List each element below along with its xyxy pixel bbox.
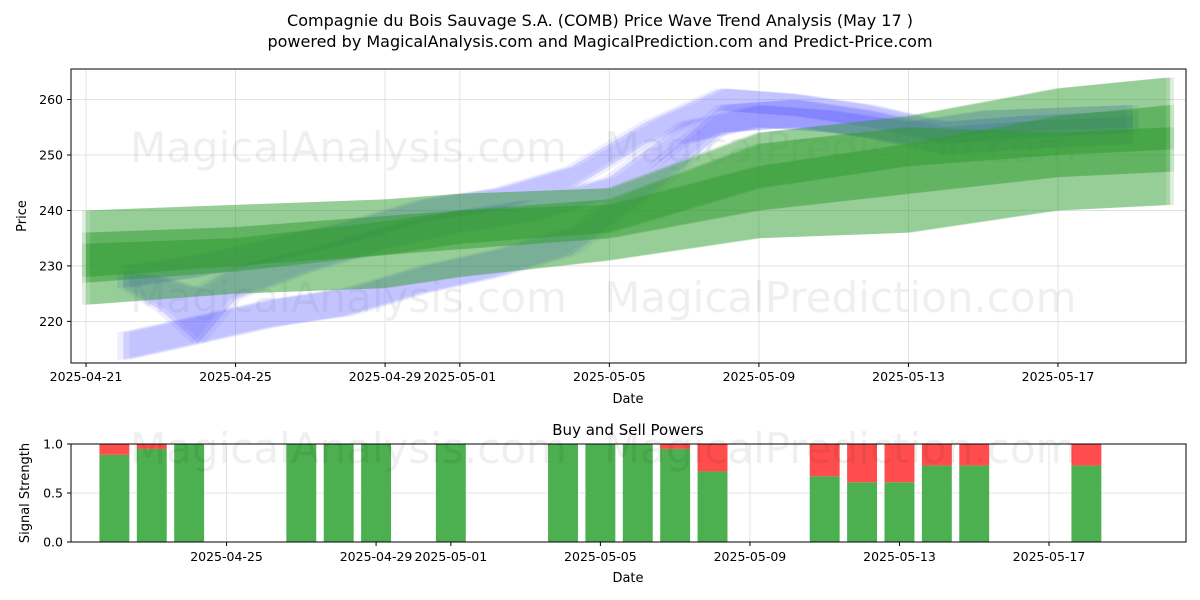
blue-wave-band bbox=[123, 99, 1133, 361]
green-wave-band bbox=[86, 77, 1171, 305]
price-x-ticks: 2025-04-21 2025-04-25 2025-04-29 2025-05-01… bbox=[50, 363, 1095, 384]
green-wave-band bbox=[86, 105, 1171, 278]
buy-bar bbox=[286, 444, 317, 542]
watermark-prediction-mid: MagicalPrediction.com bbox=[604, 273, 1077, 322]
chart-title-line1: Compagnie du Bois Sauvage S.A. (COMB) Pr… bbox=[287, 11, 913, 30]
price-y-tick-label: 250 bbox=[39, 147, 63, 162]
buy-sell-x-tick-label: 2025-05-17 bbox=[1013, 549, 1086, 564]
blue-wave-band bbox=[117, 105, 1127, 344]
sell-bar bbox=[136, 444, 167, 449]
buy-sell-y-tick-label: 0.5 bbox=[43, 486, 63, 501]
price-y-tick-label: 240 bbox=[39, 203, 63, 218]
watermark-prediction-bottom: MagicalPrediction.com bbox=[604, 424, 1077, 473]
buy-bar bbox=[136, 448, 167, 542]
watermark-analysis-mid: MagicalAnalysis.com bbox=[130, 273, 567, 322]
buy-bar bbox=[622, 444, 653, 542]
sell-bar bbox=[660, 444, 691, 449]
buy-bar bbox=[809, 476, 840, 542]
price-x-axis-label: Date bbox=[612, 392, 643, 407]
price-bands bbox=[82, 77, 1175, 361]
sell-bar bbox=[847, 444, 878, 483]
buy-sell-x-ticks: 2025-04-25 2025-04-29 2025-05-01 2025-05-05… bbox=[190, 542, 1085, 564]
buy-bar bbox=[1071, 465, 1102, 542]
price-y-tick-label: 230 bbox=[39, 258, 63, 273]
buy-bar bbox=[548, 444, 578, 542]
green-wave-band bbox=[82, 127, 1167, 283]
sell-bar bbox=[959, 444, 990, 466]
green-wave-band bbox=[90, 127, 1175, 283]
green-wave-band bbox=[90, 77, 1175, 305]
blue-wave-band bbox=[117, 99, 1127, 361]
buy-bar bbox=[660, 448, 691, 542]
buy-sell-x-axis-label: Date bbox=[612, 571, 643, 586]
sell-bar bbox=[99, 444, 130, 455]
green-wave-band bbox=[86, 127, 1171, 283]
buy-bar bbox=[697, 471, 728, 542]
buy-sell-y-tick-label: 0.0 bbox=[43, 535, 63, 550]
price-x-tick-label: 2025-04-21 bbox=[50, 369, 123, 384]
buy-bar bbox=[959, 465, 990, 542]
price-plot-frame bbox=[70, 68, 1187, 364]
buy-bar bbox=[921, 465, 952, 542]
price-watermarks: MagicalAnalysis.com MagicalPrediction.co… bbox=[130, 123, 1077, 322]
buy-sell-x-tick-label: 2025-05-09 bbox=[714, 549, 787, 564]
blue-wave-band bbox=[117, 88, 1127, 289]
buy-sell-x-tick-label: 2025-05-05 bbox=[564, 549, 637, 564]
price-plot-area bbox=[71, 69, 1186, 363]
buy-bar bbox=[435, 444, 466, 542]
buy-bar bbox=[884, 482, 915, 542]
buy-sell-y-ticks: 0.0 0.5 1.0 bbox=[43, 437, 71, 550]
price-gridlines bbox=[71, 69, 1186, 363]
blue-wave-band bbox=[123, 88, 1133, 289]
price-x-tick-label: 2025-05-17 bbox=[1022, 369, 1095, 384]
blue-wave-band bbox=[123, 105, 1133, 344]
buy-sell-x-tick-label: 2025-04-29 bbox=[340, 549, 413, 564]
price-y-ticks: 220 230 240 250 260 bbox=[39, 92, 71, 329]
buy-sell-y-axis-label: Signal Strength bbox=[18, 443, 33, 543]
buy-sell-y-tick-label: 1.0 bbox=[43, 437, 63, 452]
buy-sell-chart: Buy and Sell Powers MagicalAnalysis.com … bbox=[18, 421, 1187, 586]
watermark-analysis-top: MagicalAnalysis.com bbox=[130, 123, 567, 172]
green-wave-band bbox=[82, 105, 1167, 278]
sell-bar bbox=[697, 444, 728, 472]
buy-sell-x-tick-label: 2025-05-01 bbox=[415, 549, 488, 564]
buy-bar bbox=[99, 454, 130, 542]
price-y-axis-label: Price bbox=[15, 200, 30, 232]
blue-wave-band bbox=[129, 99, 1139, 361]
buy-sell-title: Buy and Sell Powers bbox=[552, 421, 704, 439]
buy-bar bbox=[847, 482, 878, 542]
buy-bar bbox=[361, 444, 392, 542]
price-x-tick-label: 2025-05-13 bbox=[872, 369, 945, 384]
price-x-tick-label: 2025-05-01 bbox=[424, 369, 497, 384]
buy-bar bbox=[323, 444, 354, 542]
blue-wave-band bbox=[129, 88, 1139, 289]
price-wave-chart: MagicalAnalysis.com MagicalPrediction.co… bbox=[15, 68, 1187, 407]
green-wave-band bbox=[90, 105, 1175, 278]
sell-bar bbox=[1071, 444, 1102, 466]
price-x-tick-label: 2025-04-29 bbox=[349, 369, 422, 384]
price-x-tick-label: 2025-04-25 bbox=[199, 369, 272, 384]
buy-sell-x-tick-label: 2025-05-13 bbox=[863, 549, 936, 564]
chart-title-line2: powered by MagicalAnalysis.com and Magic… bbox=[267, 32, 932, 51]
buy-sell-x-tick-label: 2025-04-25 bbox=[190, 549, 263, 564]
watermark-prediction-top: MagicalPrediction.com bbox=[604, 123, 1077, 172]
buy-sell-bars bbox=[99, 444, 1102, 542]
buy-bar bbox=[585, 444, 616, 542]
sell-bar bbox=[884, 444, 915, 483]
sell-bar bbox=[809, 444, 840, 477]
price-x-tick-label: 2025-05-09 bbox=[723, 369, 796, 384]
sell-bar bbox=[921, 444, 952, 466]
price-y-tick-label: 260 bbox=[39, 92, 63, 107]
price-x-tick-label: 2025-05-05 bbox=[573, 369, 646, 384]
buy-bar bbox=[174, 444, 205, 542]
blue-wave-band bbox=[129, 105, 1139, 344]
price-y-tick-label: 220 bbox=[39, 314, 63, 329]
green-wave-band bbox=[82, 77, 1167, 305]
watermark-analysis-bottom: MagicalAnalysis.com bbox=[130, 424, 567, 473]
